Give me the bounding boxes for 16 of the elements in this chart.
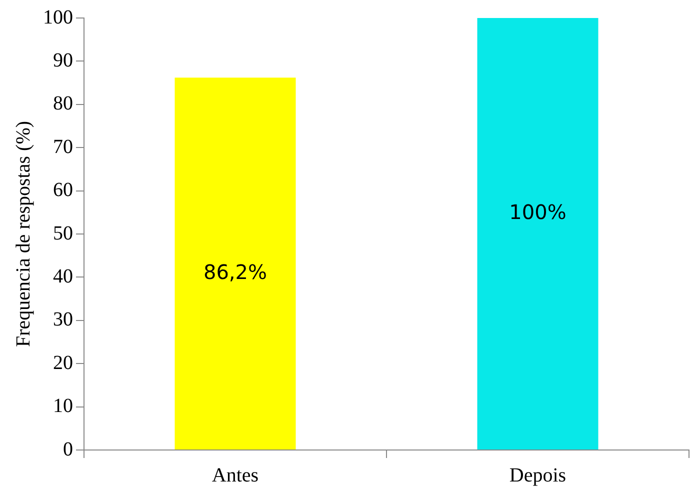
y-tick-label: 60	[53, 179, 73, 202]
x-tick-label: Antes	[212, 464, 259, 486]
data-label: 86,2%	[203, 260, 268, 284]
y-tick-label: 50	[53, 222, 73, 244]
y-tick-label: 90	[53, 49, 73, 72]
y-tick-label: 30	[53, 308, 73, 331]
y-tick-label: 80	[53, 92, 73, 115]
y-tick-label: 10	[53, 395, 73, 418]
y-tick-label: 0	[63, 438, 73, 460]
y-tick-label: 100	[43, 6, 73, 28]
y-tick-label: 40	[53, 265, 73, 288]
y-tick-label: 20	[53, 352, 73, 374]
data-label: 100%	[509, 200, 566, 224]
x-tick-label: Depois	[509, 464, 566, 486]
y-axis-title: Frequencia de respostas (%)	[12, 120, 34, 348]
y-tick-label: 70	[53, 136, 73, 158]
